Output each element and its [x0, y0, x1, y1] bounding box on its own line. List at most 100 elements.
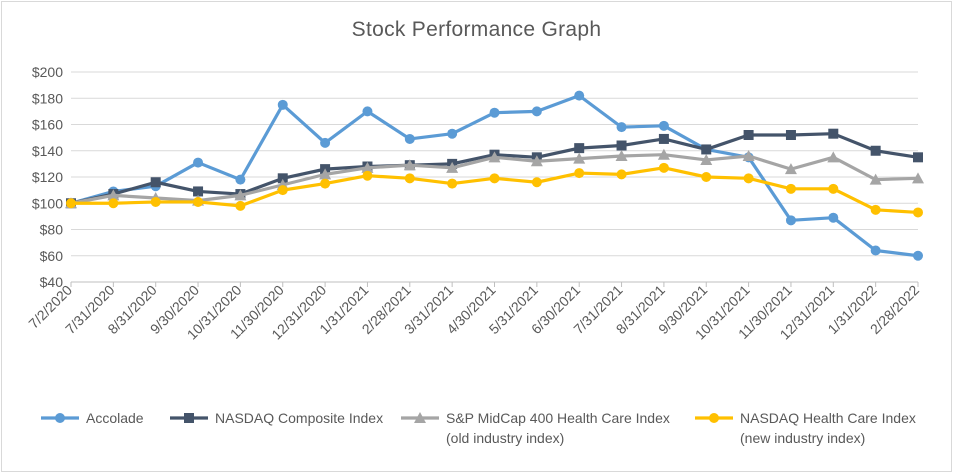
data-point: [277, 99, 288, 110]
data-point: [320, 137, 331, 148]
data-point: [108, 198, 119, 209]
y-tick-label: $40: [40, 274, 64, 290]
data-point: [784, 163, 797, 175]
data-point: [404, 133, 415, 144]
legend-swatch: [695, 413, 733, 423]
data-point: [701, 172, 712, 182]
data-point: [828, 183, 839, 194]
y-tick-label: $120: [32, 169, 63, 185]
data-point: [574, 90, 585, 101]
legend-label-line: S&P MidCap 400 Health Care Index: [446, 410, 670, 426]
data-point: [785, 183, 796, 194]
data-point: [235, 174, 246, 185]
legend-label-line: NASDAQ Composite Index: [215, 410, 384, 426]
data-point: [447, 128, 458, 139]
data-point: [447, 178, 458, 189]
legend-swatch: [401, 412, 439, 423]
data-point: [66, 198, 76, 209]
legend-swatch: [170, 413, 208, 423]
data-point: [828, 128, 839, 139]
data-point: [742, 150, 755, 161]
legend-label-line: (new industry index): [740, 430, 866, 446]
data-point: [489, 173, 500, 184]
data-point: [573, 152, 586, 164]
data-point: [912, 172, 924, 184]
data-point: [616, 140, 627, 151]
legend-marker: [709, 413, 719, 423]
data-point: [150, 177, 161, 188]
data-point: [658, 162, 669, 173]
chart-title: Stock Performance Graph: [351, 18, 602, 41]
data-point: [489, 107, 500, 118]
data-point: [362, 170, 373, 181]
data-point: [870, 204, 881, 215]
data-point: [150, 196, 161, 207]
data-point: [657, 148, 670, 160]
data-point: [193, 186, 204, 197]
data-point: [870, 145, 881, 156]
data-point: [193, 196, 204, 207]
data-point: [531, 177, 542, 188]
y-tick-label: $180: [32, 90, 63, 106]
data-point: [700, 153, 713, 165]
legend-label-line: Accolade: [86, 410, 144, 426]
legend-marker: [184, 413, 194, 423]
y-tick-label: $80: [40, 222, 64, 238]
data-point: [193, 157, 204, 168]
data-point: [320, 178, 331, 189]
data-point: [785, 215, 796, 226]
data-point: [234, 189, 247, 201]
data-point: [658, 133, 669, 144]
data-point: [743, 173, 754, 184]
data-point: [870, 245, 881, 256]
data-point: [446, 161, 459, 173]
legend-label: Accolade: [86, 408, 144, 428]
data-point: [743, 130, 754, 140]
legend-marker: [55, 413, 65, 423]
data-point: [362, 106, 373, 117]
data-point: [319, 168, 332, 180]
legend-item: NASDAQ Health Care Index (new industry in…: [694, 408, 916, 448]
data-point: [701, 144, 712, 155]
data-point: [530, 155, 543, 167]
y-tick-label: $140: [32, 143, 63, 159]
legend-marker: [414, 412, 426, 423]
data-point: [658, 120, 669, 131]
y-tick-label: $200: [32, 64, 63, 80]
data-point: [913, 152, 923, 163]
data-point: [404, 173, 415, 184]
legend-swatch: [41, 413, 79, 423]
legend-label: S&P MidCap 400 Health Care Index (old ind…: [446, 408, 670, 448]
data-point: [107, 189, 120, 201]
chart-legend: Accolade NASDAQ Composite Index S&P MidCap…: [0, 408, 955, 458]
data-point: [277, 173, 288, 184]
legend-label-line: (old industry index): [446, 430, 565, 446]
data-point: [574, 168, 585, 179]
legend-label: NASDAQ Health Care Index (new industry in…: [740, 408, 916, 448]
legend-item: Accolade: [40, 408, 144, 428]
data-point: [827, 151, 840, 163]
data-point: [869, 173, 882, 185]
legend-item: NASDAQ Composite Index: [169, 408, 383, 428]
data-point: [277, 185, 288, 196]
y-tick-label: $100: [32, 195, 63, 211]
data-point: [616, 122, 627, 133]
y-tick-label: $60: [40, 248, 64, 264]
data-point: [235, 200, 246, 211]
y-tick-label: $160: [32, 117, 63, 133]
data-point: [785, 130, 796, 140]
data-point: [488, 151, 501, 163]
data-point: [361, 161, 374, 173]
data-point: [531, 106, 542, 117]
data-point: [828, 212, 839, 223]
data-point: [616, 169, 627, 180]
legend-label-line: NASDAQ Health Care Index: [740, 410, 916, 426]
data-point: [403, 159, 416, 171]
data-point: [615, 150, 628, 161]
legend-label: NASDAQ Composite Index: [215, 408, 383, 428]
data-point: [574, 143, 585, 154]
data-point: [913, 250, 923, 261]
legend-item: S&P MidCap 400 Health Care Index (old ind…: [400, 408, 670, 448]
